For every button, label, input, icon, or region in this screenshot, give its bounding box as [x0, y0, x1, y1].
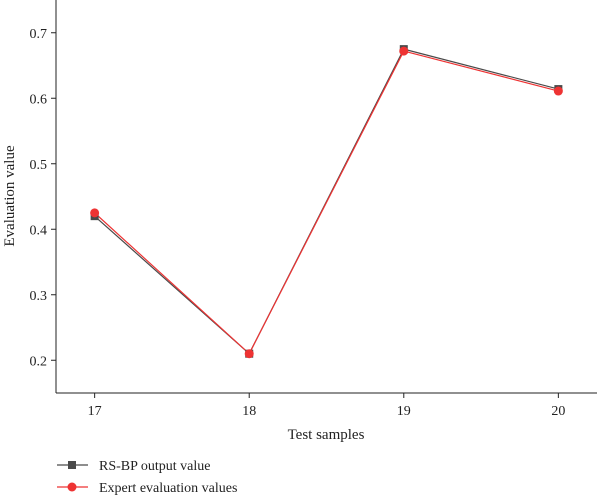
x-tick-label: 19 — [397, 404, 411, 419]
y-tick-label: 0.4 — [30, 223, 48, 238]
series-2-point — [90, 208, 100, 218]
x-tick-label: 20 — [551, 404, 565, 419]
legend-label-1: RS-BP output value — [99, 459, 211, 474]
y-tick-label: 0.6 — [30, 92, 48, 107]
legend-marker-square — [68, 461, 76, 469]
legend: RS-BP output value Expert evaluation valu… — [57, 459, 237, 496]
y-tick-label: 0.2 — [30, 354, 48, 369]
x-axis-title: Test samples — [288, 427, 365, 443]
series-line-2 — [94, 50, 559, 355]
x-ticks: 17 18 19 20 — [88, 393, 565, 419]
series-2-point — [244, 349, 254, 359]
x-tick-label: 18 — [242, 404, 256, 419]
series-2-point — [553, 86, 563, 96]
axes — [55, 0, 597, 394]
y-ticks: 0.2 0.3 0.4 0.5 0.6 0.7 — [30, 27, 56, 369]
series-2-point — [399, 46, 409, 56]
y-axis-title: Evaluation value — [2, 145, 18, 247]
series-group — [90, 45, 563, 359]
x-tick-label: 17 — [88, 404, 102, 419]
y-tick-label: 0.7 — [30, 27, 48, 42]
y-tick-label: 0.3 — [30, 289, 48, 304]
legend-label-2: Expert evaluation values — [99, 481, 237, 496]
y-tick-label: 0.5 — [30, 158, 48, 173]
legend-marker-circle — [67, 482, 77, 492]
